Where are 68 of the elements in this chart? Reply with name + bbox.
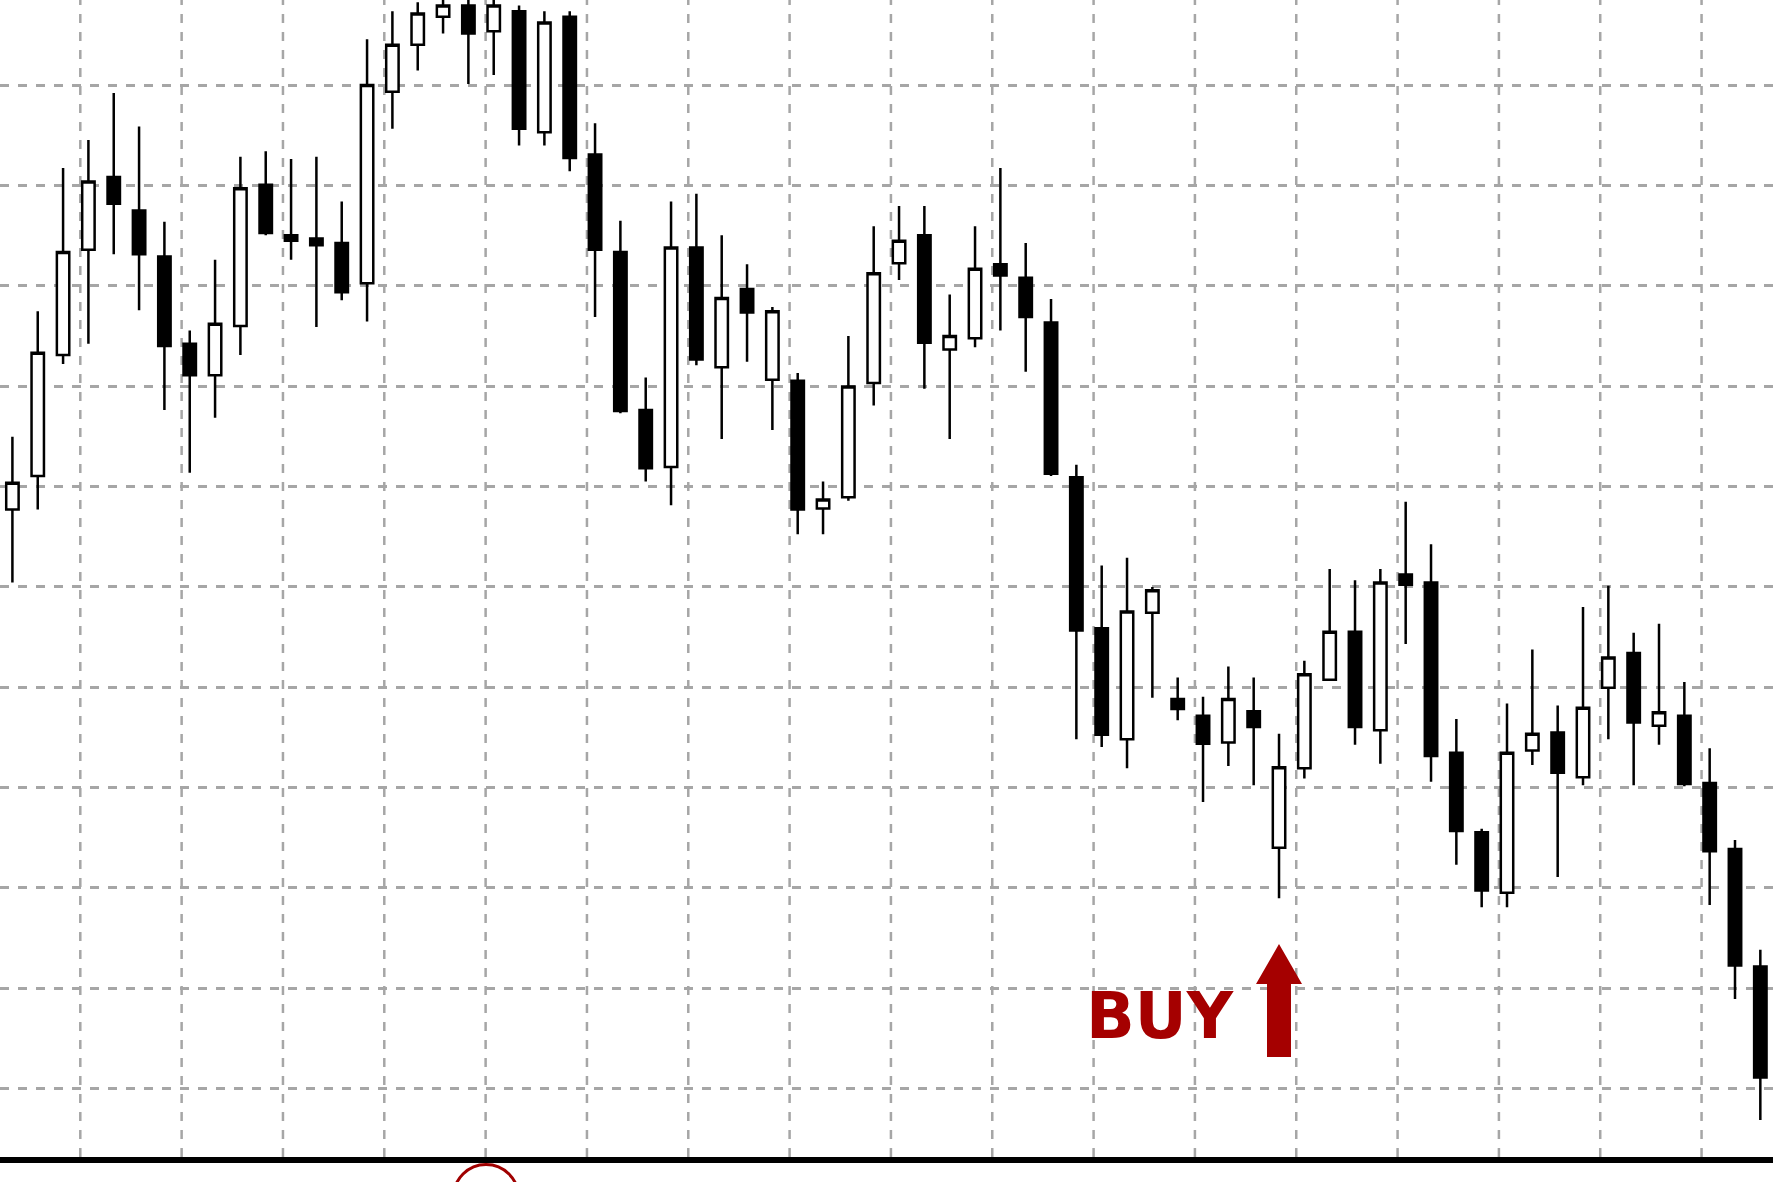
candlestick [1220,665,1236,768]
candlestick [460,0,476,86]
candlestick [891,204,907,282]
candlestick [992,166,1008,332]
candlestick [638,376,654,483]
candlestick [1600,584,1616,741]
candlestick [1322,567,1338,683]
candlestick [55,166,71,366]
candlestick [942,293,958,441]
candlestick [1626,631,1642,787]
candlestick [1398,500,1414,646]
candlestick [714,233,730,441]
candlestick [866,225,882,407]
candlestick [511,4,527,147]
candlestick [1068,463,1084,741]
annotation: BUY [1086,979,1234,1053]
candlestick [207,258,223,420]
candlestick [1170,676,1186,722]
candlestick [967,225,983,349]
candlestick [1423,543,1439,784]
candlestick [790,371,806,536]
candlestick [384,9,400,131]
candlestick [1702,746,1718,907]
candlestick [1246,676,1262,787]
candlestick [1043,297,1059,478]
candlestick [1271,732,1287,900]
candlestick [1524,648,1540,767]
candlestick [562,9,578,173]
candlestick [308,155,324,329]
candlestick [1474,827,1490,909]
candlestick [663,200,679,507]
candlestick [1676,680,1692,788]
candlestick [1575,605,1591,787]
candlestick [536,9,552,147]
candlestick [30,310,46,511]
candlestick [1094,564,1110,749]
candlestick [1727,838,1743,1001]
candlestick [80,138,96,346]
candlestick [587,121,603,319]
candlestick [612,219,628,415]
candlestick [1018,241,1034,374]
candlestick [1347,578,1363,747]
candlestick [1651,622,1667,747]
candlestick [156,220,172,412]
candlestick [1448,717,1464,866]
candlestick [283,157,299,262]
candlestick [359,37,375,323]
candlestick [1144,585,1160,700]
candlestick [916,204,932,390]
candlestick [131,125,147,312]
candlestick [840,334,856,502]
candlestick [688,192,704,367]
candlestick [1550,704,1566,879]
candlestick [106,91,122,256]
candlestick [1752,948,1768,1122]
candlestick [182,329,198,474]
candlestick [334,200,350,302]
candlestick [1195,695,1211,804]
candlestick [1296,659,1312,780]
candlestick [1119,556,1135,770]
candlestick [815,480,831,536]
candlestick [4,435,20,584]
candlestick [232,155,248,357]
candlestick [764,305,780,432]
candlestick [258,149,274,237]
candlestick [739,263,755,364]
candlestick [1499,702,1515,909]
candlestick [1372,567,1388,766]
